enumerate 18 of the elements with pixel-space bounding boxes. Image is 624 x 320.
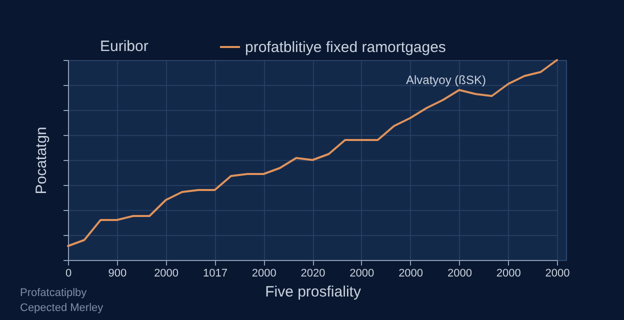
x-tick-label: 2000 bbox=[496, 268, 521, 280]
x-tick-label: 2020 bbox=[300, 268, 326, 280]
x-tick-label: 900 bbox=[108, 268, 127, 280]
legend-title: Euribor bbox=[100, 38, 148, 55]
y-axis-title: Pocatatgn bbox=[33, 126, 50, 194]
x-axis-title: Five prosfiality bbox=[265, 284, 362, 300]
x-tick-label: 2000 bbox=[154, 268, 179, 280]
x-tick-label: 0 bbox=[65, 268, 72, 280]
x-tick-label: 1017 bbox=[202, 268, 228, 280]
x-tick-label: 2000 bbox=[350, 268, 374, 280]
text: Cepected Merley bbox=[20, 302, 104, 314]
x-tick-label: 2000 bbox=[398, 268, 424, 280]
x-tick-label: 2000 bbox=[447, 268, 472, 280]
text: Profatcatiplby bbox=[20, 287, 88, 299]
legend-label: profatblitiye fixed ramortgages bbox=[245, 39, 446, 56]
annotation: Alvatyoy (ßSK) bbox=[406, 73, 486, 87]
x-tick-label: 2000 bbox=[252, 268, 276, 280]
x-tick-label: 2000 bbox=[545, 268, 570, 280]
